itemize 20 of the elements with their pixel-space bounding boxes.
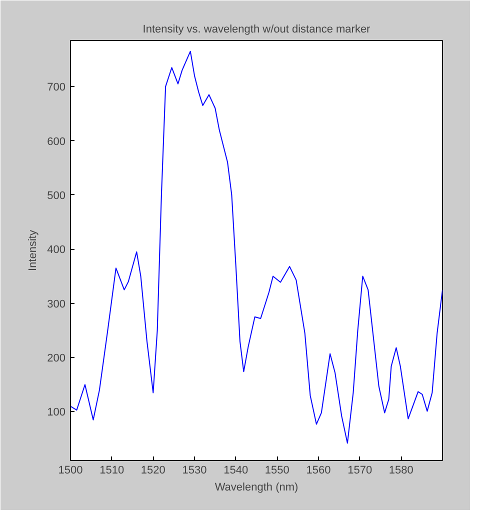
y-tick-label: 200 [47,352,66,365]
x-axis-title: Wavelength (nm) [214,482,298,494]
y-tick-label: 600 [47,136,66,148]
chart-title: Intensity vs. wavelength w/out distance marker [142,24,371,36]
y-tick-label: 400 [47,244,66,256]
x-tick-label: 1540 [224,464,248,476]
x-tick-label: 1580 [388,464,414,476]
line-series [70,50,442,444]
x-tick-label: 1530 [182,464,207,476]
x-tick-label: 1500 [58,464,83,476]
y-tick-label: 500 [47,190,66,202]
y-tick-label: 100 [47,406,66,419]
y-axis-title: Intensity [27,230,40,271]
x-tick-label: 1550 [264,464,290,476]
x-tick-label: 1560 [306,464,331,476]
x-tick-label: 1510 [100,464,124,476]
x-tick-label: 1570 [348,464,372,476]
y-tick-label: 700 [47,82,66,94]
x-tick-label: 1520 [140,464,166,476]
y-tick-label: 300 [47,298,66,310]
